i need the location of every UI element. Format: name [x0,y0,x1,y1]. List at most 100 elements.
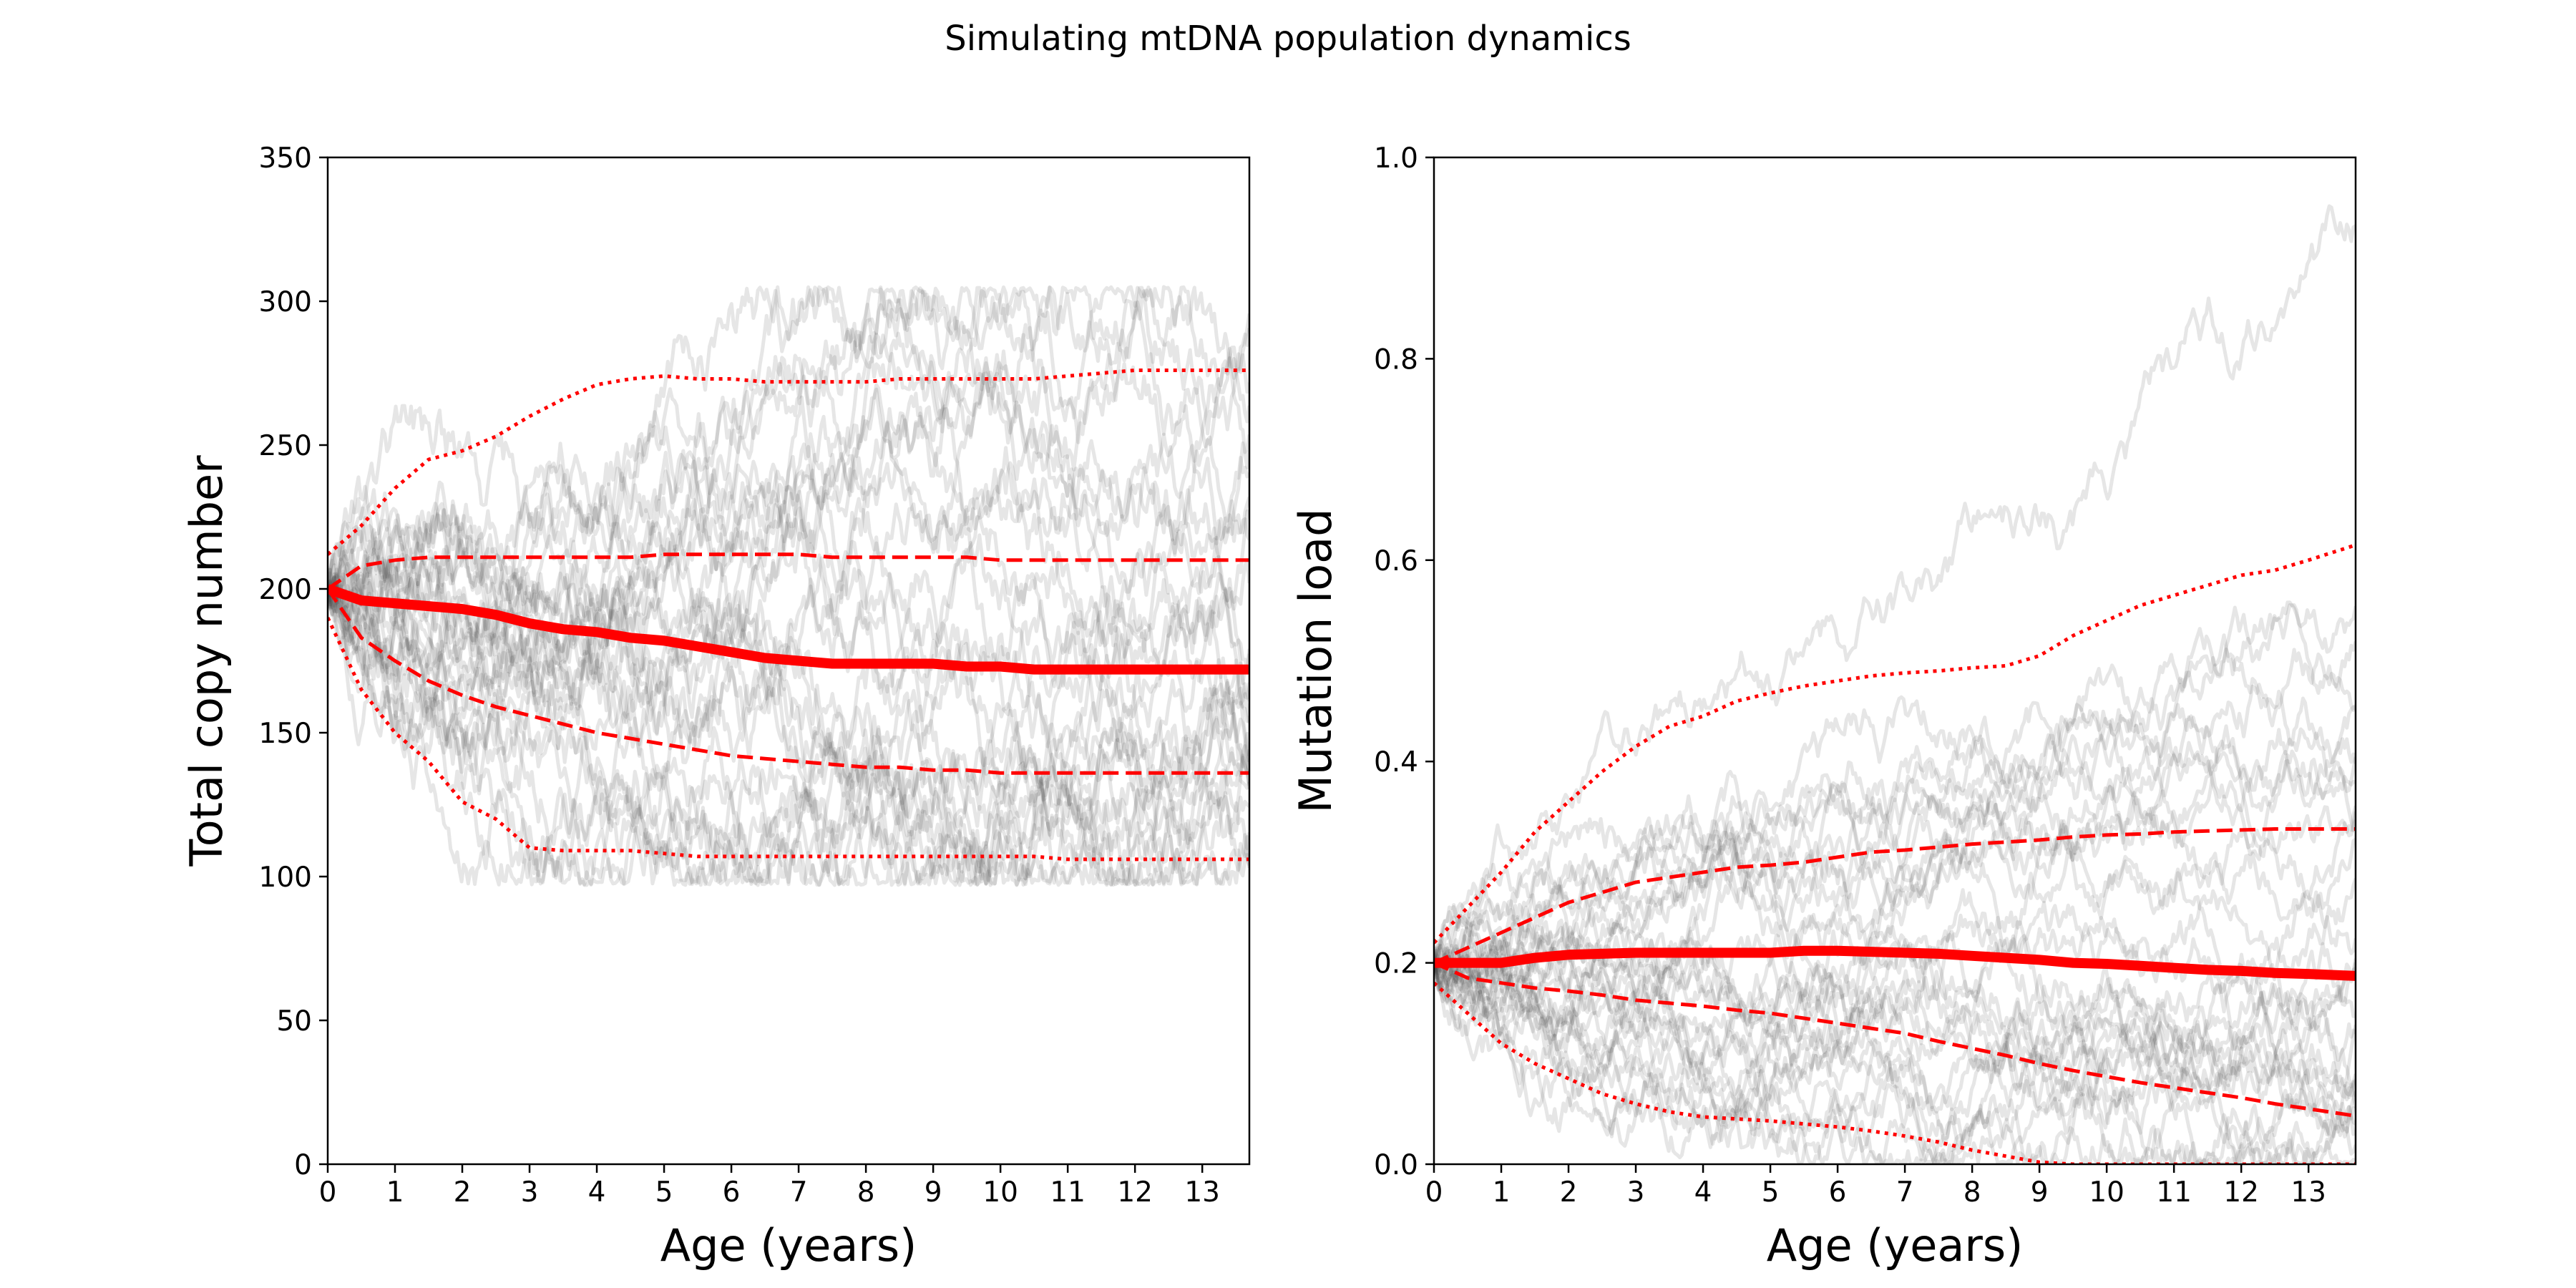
y-axis: 0.0 0.2 0.4 0.6 0.8 1.0 Mutation load [1289,142,1434,1181]
x-tick-label: 7 [790,1176,808,1209]
x-tick-label: 13 [1184,1176,1220,1209]
x-tick-label: 1 [386,1176,404,1209]
simulation-line [1434,852,2356,1097]
simulation-line [1434,204,2356,964]
simulation-line [1434,724,2356,973]
x-tick-label: 10 [982,1176,1018,1209]
percentile-line [328,617,1249,862]
x-tick-label: 10 [2089,1176,2124,1209]
quartile-line [1434,827,2356,965]
figure-suptitle: Simulating mtDNA population dynamics [945,19,1631,59]
x-tick-label: 11 [2156,1176,2192,1209]
simulation-trajectories [328,285,1249,887]
simulation-line [1434,955,2356,1164]
y-tick-label: 300 [259,286,312,318]
y-tick-label: 100 [259,862,312,894]
y-tick-label: 0.4 [1374,746,1418,779]
x-tick-label: 5 [655,1176,673,1209]
simulation-line [328,404,1249,645]
simulation-line [1434,737,2356,1148]
x-tick-label: 13 [2290,1176,2326,1209]
y-tick-label: 50 [276,1005,312,1038]
x-tick-label: 9 [924,1176,942,1209]
y-tick-label: 150 [259,718,312,750]
x-tick-label: 5 [1762,1176,1780,1209]
simulation-line [1434,962,2356,1164]
x-tick-label: 3 [1627,1176,1645,1209]
simulation-line [328,575,1249,887]
y-axis-label: Total copy number [180,455,233,867]
simulation-line [1434,603,2356,982]
x-tick-label: 8 [857,1176,875,1209]
simulation-line [328,285,1249,705]
y-tick-label: 0 [294,1149,312,1181]
x-tick-label: 3 [521,1176,539,1209]
simulation-line [328,550,1249,887]
simulation-line [328,575,1249,887]
plot-area [328,285,1249,887]
simulation-line [328,285,1249,635]
x-tick-label: 4 [588,1176,606,1209]
simulation-line [328,512,1249,874]
y-tick-label: 0.6 [1374,545,1418,577]
simulation-line [1434,749,2356,1003]
simulation-line [328,571,1249,887]
simulation-line [1434,919,2356,1164]
x-tick-label: 2 [1560,1176,1578,1209]
simulation-line [1434,809,2356,1032]
x-tick-label: 7 [1896,1176,1914,1209]
percentile-line [1434,981,2356,1164]
axes-frame [1433,156,2357,1166]
x-tick-label: 1 [1493,1176,1511,1209]
x-tick-label: 0 [319,1176,337,1209]
simulation-line [328,442,1249,806]
simulation-line [328,545,1249,887]
simulation-line [328,454,1249,791]
simulation-line [328,556,1249,806]
y-tick-label: 1.0 [1374,142,1418,175]
simulation-line [328,521,1249,887]
x-tick-label: 2 [454,1176,472,1209]
simulation-line [1434,907,2356,1130]
simulation-line [1434,942,2356,1136]
y-axis: 0 50 100 150 200 250 300 350 Total copy number [180,142,328,1181]
simulation-line [1434,888,2356,1160]
x-axis-label: Age (years) [1767,1219,2024,1272]
x-tick-label: 0 [1425,1176,1443,1209]
simulation-line [328,303,1249,763]
simulation-line [1434,763,2356,987]
plot-area [1434,204,2356,1164]
mean-line [328,584,1249,675]
simulation-line [1434,909,2356,1106]
x-tick-label: 11 [1050,1176,1085,1209]
quartile-line [1434,961,2356,1118]
y-tick-label: 0.8 [1374,343,1418,376]
simulation-line [1434,648,2356,1019]
simulation-line [328,285,1249,666]
simulation-line [328,525,1249,880]
x-tick-label: 6 [723,1176,741,1209]
simulation-line [1434,932,2356,1164]
mean-line [1434,945,2356,981]
x-tick-label: 6 [1829,1176,1847,1209]
y-tick-label: 250 [259,430,312,462]
simulation-trajectories [1434,204,2356,1164]
simulation-line [1434,703,2356,1043]
simulation-line [328,585,1249,887]
quartile-line [328,587,1249,775]
simulation-line [328,549,1249,887]
simulation-line [1434,736,2356,995]
simulation-line [1434,962,2356,1164]
simulation-line [1434,959,2356,1164]
x-tick-label: 12 [1117,1176,1153,1209]
x-tick-label: 9 [2031,1176,2049,1209]
simulation-line [1434,957,2356,1164]
y-tick-label: 0.2 [1374,948,1418,980]
simulation-line [1434,600,2356,1030]
simulation-line [328,285,1249,721]
